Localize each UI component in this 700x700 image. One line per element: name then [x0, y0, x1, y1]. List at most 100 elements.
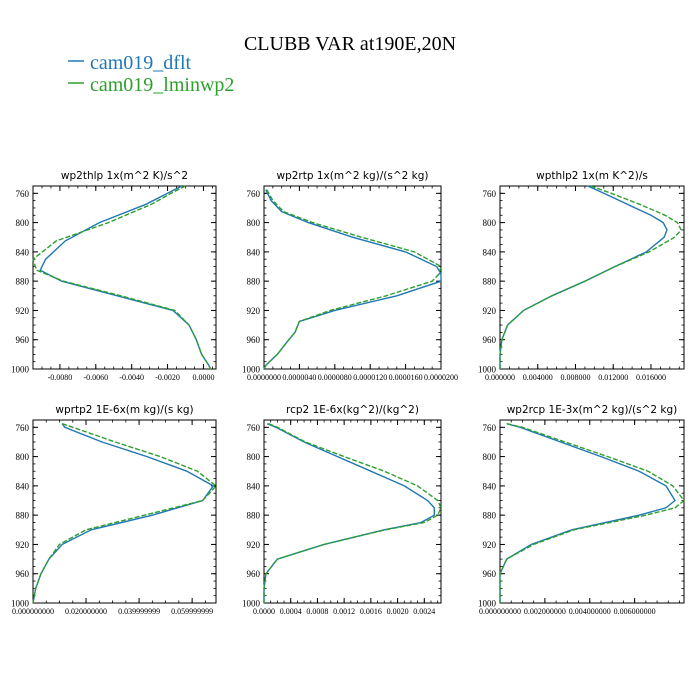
y-tick-label: 800 — [16, 452, 30, 462]
x-tick-label: 0.0000200 — [424, 373, 458, 382]
panel-title: wp2thlp 1x(m^2 K)/s^2 — [61, 170, 188, 182]
series-line-dflt — [499, 185, 668, 369]
x-tick-label: 0.000000 — [485, 373, 515, 382]
y-tick-label: 880 — [483, 511, 497, 521]
y-tick-label: 880 — [16, 277, 30, 287]
y-tick-label: 760 — [483, 423, 497, 433]
x-tick-label: 0.0008 — [306, 607, 328, 616]
y-tick-label: 920 — [16, 540, 30, 550]
y-tick-label: 840 — [247, 481, 261, 491]
x-tick-label: 0.008000 — [560, 373, 590, 382]
y-tick-label: 760 — [247, 189, 261, 199]
y-tick-label: 960 — [16, 569, 30, 579]
series-line-lminwp2 — [263, 189, 442, 370]
x-tick-label: 0.0012 — [333, 607, 355, 616]
x-tick-label: 0.0000 — [253, 607, 275, 616]
plot-frame — [32, 185, 217, 370]
x-tick-label: 0.039999999 — [118, 607, 160, 616]
y-tick-label: 760 — [483, 189, 497, 199]
x-tick-label: -0.0040 — [119, 373, 144, 382]
legend-label-lminwp2: cam019_lminwp2 — [90, 74, 234, 96]
panel-title: wp2rtp 1x(m^2 kg)/(s^2 kg) — [276, 170, 428, 182]
y-tick-label: 880 — [247, 277, 261, 287]
x-tick-label: 0.0000080 — [318, 373, 352, 382]
x-tick-label: 0.0000160 — [389, 373, 423, 382]
y-tick-label: 840 — [16, 247, 30, 257]
x-tick-label: -0.0020 — [155, 373, 180, 382]
y-tick-label: 800 — [247, 218, 261, 228]
series-line-lminwp2 — [263, 423, 442, 603]
chart-panel-5: rcp2 1E-6x(kg^2)/(kg^2) 760 800 840 880 920 96… — [242, 404, 442, 616]
x-tick-label: 0.012000 — [598, 373, 628, 382]
series-line-lminwp2 — [32, 185, 212, 370]
y-tick-label: 840 — [247, 247, 261, 257]
y-tick-label: 920 — [483, 306, 497, 316]
y-tick-label: 1000 — [11, 365, 30, 375]
y-tick-label: 960 — [483, 335, 497, 345]
panel-title: wpthlp2 1x(m K^2)/s — [536, 170, 648, 182]
x-tick-label: 0.004000000 — [569, 607, 611, 616]
y-tick-label: 960 — [247, 335, 261, 345]
y-tick-label: 1000 — [242, 599, 261, 609]
y-tick-label: 800 — [483, 452, 497, 462]
y-tick-label: 920 — [16, 306, 30, 316]
y-tick-label: 880 — [247, 511, 261, 521]
x-tick-label: 0.0000000 — [247, 373, 281, 382]
chart-panel-4: wprtp2 1E-6x(m kg)/(s kg) 760 800 840 880 920… — [11, 404, 218, 616]
x-tick-label: 0.016000 — [636, 373, 666, 382]
y-tick-label: 1000 — [242, 365, 261, 375]
plot-frame — [499, 419, 685, 604]
y-tick-label: 1000 — [11, 599, 30, 609]
series-line-dflt — [32, 423, 215, 604]
x-tick-label: 0.006000000 — [614, 607, 656, 616]
series-line-lminwp2 — [499, 423, 685, 603]
x-tick-label: 0.0024 — [413, 607, 435, 616]
chart-panel-1: wp2thlp 1x(m^2 K)/s^2 760 800 840 880 920 960 1… — [11, 170, 217, 382]
y-tick-label: 760 — [16, 423, 30, 433]
y-tick-label: 800 — [247, 452, 261, 462]
x-tick-label: 0.0000040 — [282, 373, 316, 382]
x-tick-label: 0.0004 — [280, 607, 302, 616]
figure-title: CLUBB VAR at190E,20N — [244, 33, 456, 55]
y-tick-label: 840 — [483, 481, 497, 491]
x-tick-label: 0.000000000 — [12, 607, 54, 616]
x-tick-label: 0.020000000 — [65, 607, 107, 616]
y-tick-label: 800 — [483, 218, 497, 228]
x-tick-label: 0.0020 — [387, 607, 409, 616]
y-tick-label: 880 — [16, 511, 30, 521]
plot-frame — [263, 185, 442, 370]
chart-panel-6: wp2rcp 1E-3x(m^2 kg)/(s^2 kg) 760 800 840 88… — [478, 404, 685, 616]
y-tick-label: 1000 — [478, 365, 497, 375]
series-line-dflt — [263, 189, 442, 370]
y-tick-label: 760 — [16, 189, 30, 199]
y-tick-label: 920 — [247, 306, 261, 316]
series-line-lminwp2 — [499, 185, 683, 369]
panel-title: rcp2 1E-6x(kg^2)/(kg^2) — [286, 404, 419, 416]
series-line-lminwp2 — [32, 423, 218, 604]
panels-group: wp2thlp 1x(m^2 K)/s^2 760 800 840 880 920 960 1… — [11, 170, 685, 616]
panel-title: wprtp2 1E-6x(m kg)/(s kg) — [55, 404, 193, 416]
plot-frame — [263, 419, 442, 604]
x-tick-label: 0.059999999 — [171, 607, 213, 616]
y-tick-label: 1000 — [478, 599, 497, 609]
x-tick-label: 0.004000 — [523, 373, 553, 382]
plot-frame — [32, 419, 217, 604]
x-tick-label: 0.0000 — [192, 373, 214, 382]
chart-panel-3: wpthlp2 1x(m K^2)/s 760 800 840 880 920 960 100… — [478, 170, 685, 382]
y-tick-label: 960 — [247, 569, 261, 579]
y-tick-label: 840 — [483, 247, 497, 257]
x-tick-label: -0.0060 — [83, 373, 108, 382]
y-tick-label: 920 — [247, 540, 261, 550]
y-tick-label: 920 — [483, 540, 497, 550]
chart-panel-2: wp2rtp 1x(m^2 kg)/(s^2 kg) 760 800 840 880 92… — [242, 170, 458, 382]
series-line-dflt — [263, 423, 435, 603]
y-tick-label: 800 — [16, 218, 30, 228]
x-tick-label: -0.0080 — [48, 373, 73, 382]
legend: cam019_dflt cam019_lminwp2 — [68, 52, 234, 96]
x-tick-label: 0.0016 — [360, 607, 382, 616]
series-line-dflt — [499, 423, 676, 603]
legend-label-dflt: cam019_dflt — [90, 52, 192, 74]
y-tick-label: 960 — [483, 569, 497, 579]
x-tick-label: 0.0000120 — [353, 373, 387, 382]
